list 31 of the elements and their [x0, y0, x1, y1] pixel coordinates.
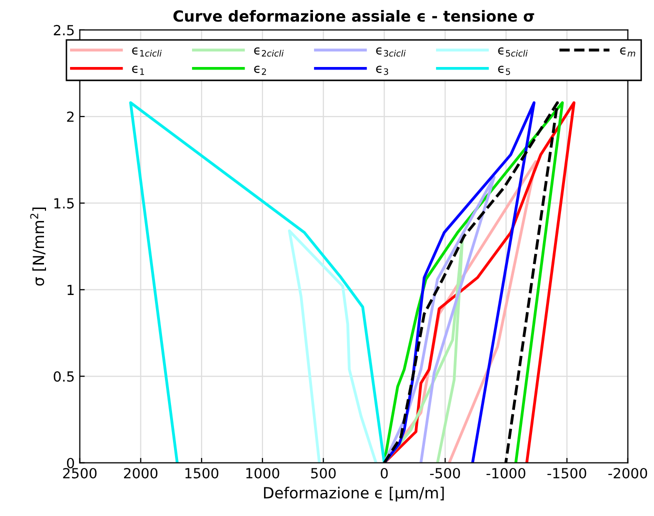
legend-label: ϵ$_{2cicli}$	[254, 47, 284, 57]
legend-label: ϵ$_{1cicli}$	[132, 47, 162, 57]
y-tick-label: 1.5	[54, 198, 74, 209]
x-tick-label: 2000	[124, 468, 158, 478]
legend-label: ϵ$_{5}$	[498, 66, 510, 75]
legend-label: ϵ$_{2}$	[254, 66, 266, 75]
x-tick-label: 1000	[246, 468, 280, 478]
line-series	[382, 176, 496, 463]
legend-label: ϵ$_{1}$	[132, 66, 144, 75]
x-tick-label: 0	[380, 468, 388, 478]
line-series	[129, 101, 386, 463]
legend-label: ϵ$_{m}$	[620, 47, 636, 56]
y-tick-label: 2.5	[54, 24, 74, 36]
legend-label: ϵ$_{3}$	[376, 66, 388, 75]
legend-label: ϵ$_{3cicli}$	[376, 47, 406, 57]
chart-title: Curve deformazione assiale ϵ - tensione σ	[173, 10, 534, 22]
y-tick-label: 1	[68, 284, 74, 295]
y-axis-title: σ [N/mm$^{2}$]	[30, 208, 46, 286]
y-tick-label: 0.5	[54, 371, 74, 382]
x-tick-label: -500	[430, 468, 460, 478]
y-tick-label: 2	[67, 111, 74, 122]
x-tick-label: -1500	[547, 468, 586, 478]
x-tick-label: -1000	[486, 468, 526, 478]
x-tick-label: -2000	[608, 468, 648, 478]
x-tick-label: 1500	[185, 468, 218, 478]
legend-label: ϵ$_{5cicli}$	[498, 47, 528, 57]
x-tick-label: 500	[311, 468, 336, 478]
x-tick-label: 2500	[63, 468, 97, 478]
y-tick-label: 0	[67, 458, 74, 468]
x-axis-title: Deformazione ϵ [μm/m]	[264, 486, 444, 502]
line-series	[288, 229, 378, 463]
